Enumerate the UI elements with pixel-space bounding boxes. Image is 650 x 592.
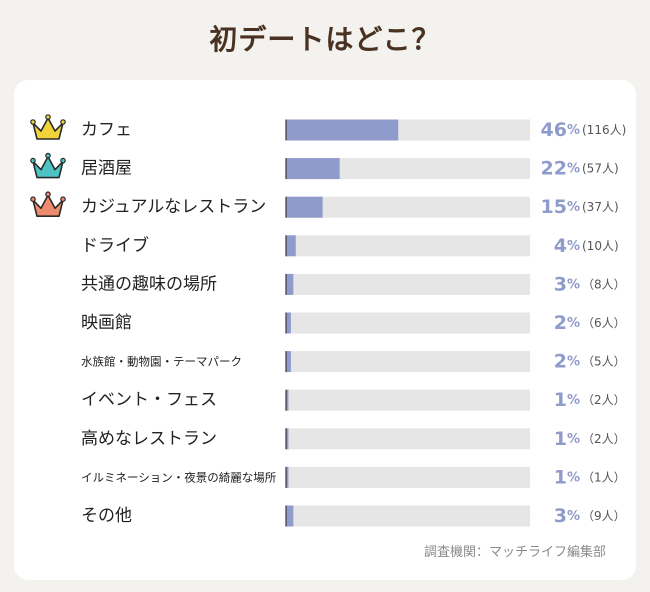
value-label: 3% [554, 273, 580, 295]
category-label: 映画館 [81, 313, 132, 333]
bar [286, 466, 289, 488]
count-label: (116人) [582, 123, 626, 137]
value-label: 1% [554, 389, 580, 411]
category-label: 共通の趣味の場所 [81, 274, 217, 294]
category-label: 高めなレストラン [81, 429, 217, 449]
count-label: （1人） [582, 470, 626, 484]
category-label: 水族館・動物園・テーマパーク [81, 355, 242, 369]
value-label: 3% [554, 505, 580, 527]
bar-track [286, 273, 530, 295]
bar [286, 312, 291, 334]
bar-chart: カフェ 46% (116人) 居酒屋 22% (57人) カジュアルなレストラン 15% (37… [30, 114, 626, 527]
count-label: （2人） [582, 432, 626, 446]
bar [286, 158, 340, 180]
crown-bronze-icon [30, 191, 66, 217]
category-label: カジュアルなレストラン [81, 197, 266, 217]
category-label: その他 [81, 506, 132, 526]
category-label: イルミネーション・夜景の綺麗な場所 [81, 470, 277, 484]
bar [286, 351, 291, 373]
count-label: （5人） [582, 355, 626, 369]
bar [286, 428, 289, 450]
count-label: （9人） [582, 509, 626, 523]
bar-track [286, 466, 530, 488]
bar [286, 119, 399, 141]
count-label: (37人) [582, 200, 619, 214]
bar [286, 505, 294, 527]
category-label: イベント・フェス [81, 390, 217, 410]
bar-track [286, 389, 530, 411]
bar [286, 196, 323, 218]
value-label: 46% [541, 119, 580, 141]
count-label: （6人） [582, 316, 626, 330]
source-note: 調査機関：マッチライフ編集部 [423, 545, 606, 560]
bar-track [286, 312, 530, 334]
count-label: (10人) [582, 239, 619, 253]
crown-silver-icon [30, 152, 66, 179]
count-label: （8人） [582, 277, 626, 291]
category-label: カフェ [81, 120, 132, 140]
value-label: 4% [554, 235, 580, 257]
count-label: (57人) [582, 162, 619, 176]
bar [286, 235, 296, 257]
bar [286, 389, 289, 411]
bar-track [286, 196, 530, 218]
value-label: 2% [554, 312, 580, 334]
bar-track [286, 428, 530, 450]
value-label: 1% [554, 466, 580, 488]
bar [286, 273, 294, 295]
chart-title: 初デートはどこ？ [209, 23, 441, 56]
chart-card: カフェ 46% (116人) 居酒屋 22% (57人) カジュアルなレストラン 15% (37… [14, 80, 636, 580]
bar-track [286, 505, 530, 527]
crown-gold-icon [30, 114, 66, 140]
category-label: 居酒屋 [81, 159, 132, 179]
value-label: 22% [541, 158, 580, 180]
bar-track [286, 351, 530, 373]
value-label: 15% [541, 196, 580, 218]
value-label: 1% [554, 428, 580, 450]
value-label: 2% [554, 351, 580, 373]
bar-track [286, 158, 530, 180]
count-label: （2人） [582, 393, 626, 407]
category-label: ドライブ [81, 235, 149, 256]
bar-track [286, 235, 530, 257]
